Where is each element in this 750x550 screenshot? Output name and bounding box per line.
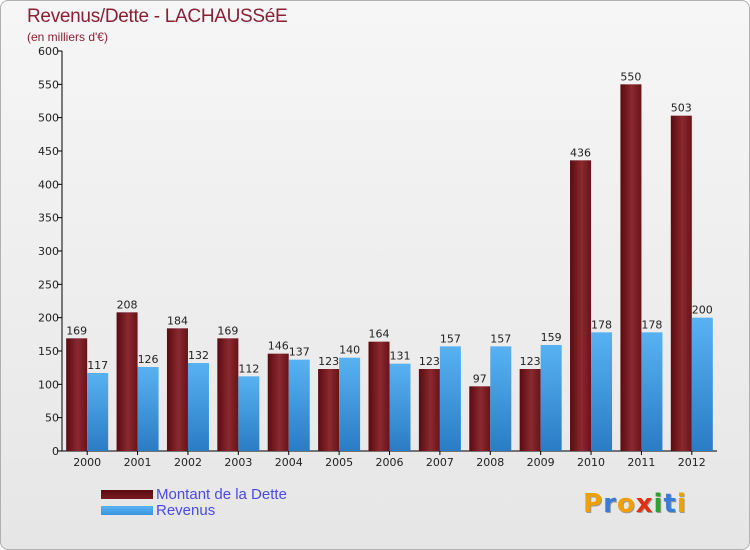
x-tick-label: 2006 [376,456,404,469]
value-label-revenue: 140 [339,344,360,357]
logo-letter: P [583,489,604,519]
bar-debt [519,369,541,451]
bar-debt [66,338,88,451]
x-tick-label: 2007 [426,456,454,469]
y-tick-label: 150 [38,345,59,358]
bar-revenue [238,376,260,451]
logo-letter: i [653,489,664,519]
value-label-revenue: 132 [188,349,209,362]
bar-debt [116,312,138,451]
bar-revenue [288,359,310,451]
x-tick-label: 2009 [527,456,555,469]
value-label-revenue: 178 [641,318,662,331]
bar-debt [670,115,692,452]
value-label-debt: 123 [318,355,339,368]
x-tick-label: 2003 [224,456,252,469]
x-tick-label: 2005 [325,456,353,469]
x-tick-label: 2002 [174,456,202,469]
value-label-revenue: 112 [238,362,259,375]
value-label-revenue: 178 [591,318,612,331]
bar-chart: 0 50 100 150 200 250 300 350 400 450 500 550 600 2000… [38,45,717,469]
y-tick-label: 550 [38,78,59,91]
legend-label-revenue: Revenus [156,502,216,519]
bar-revenue [87,373,109,451]
value-label-debt: 123 [419,355,440,368]
value-label-debt: 97 [473,372,487,385]
bar-revenue [540,345,562,451]
bar-revenue [591,332,613,451]
bar-debt [418,369,440,451]
bar-revenue [691,317,713,451]
bar-revenue [439,346,461,451]
x-tick-label: 2012 [678,456,706,469]
value-label-debt: 184 [167,314,188,327]
x-tick-label: 2000 [73,456,101,469]
y-tick-label: 350 [38,212,59,225]
value-label-debt: 146 [268,340,289,353]
value-label-revenue: 117 [87,359,108,372]
bar-debt [368,341,390,451]
y-tick-label: 450 [38,145,59,158]
logo-letter: i [676,489,687,519]
chart-title: Revenus/Dette - LACHAUSSéE [27,6,288,27]
value-label-revenue: 137 [289,346,310,359]
legend-swatch-revenue [101,506,153,515]
y-tick-label: 300 [38,245,59,258]
bar-revenue [187,363,209,451]
bar-revenue [641,332,663,451]
bar-revenue [490,346,512,451]
bar-debt [570,160,592,452]
bar-revenue [137,367,159,451]
y-tick-label: 600 [38,45,59,58]
value-label-revenue: 131 [390,350,411,363]
bar-debt [469,386,491,451]
y-tick-label: 400 [38,178,59,191]
x-tick-label: 2001 [124,456,152,469]
x-tick-label: 2011 [627,456,655,469]
logo-letter: x [635,489,654,519]
x-tick-label: 2004 [275,456,303,469]
bar-debt [217,338,239,451]
bar-revenue [339,357,361,451]
value-label-revenue: 159 [541,331,562,344]
bar-debt [267,353,289,451]
value-label-debt: 169 [66,324,87,337]
logo-letter: t [663,489,677,519]
bar-debt [166,328,188,451]
bar-debt [318,369,340,451]
logo-letter: o [616,489,636,519]
value-label-debt: 208 [117,298,138,311]
logo-letter: r [603,489,617,519]
y-tick-label: 250 [38,278,59,291]
chart-subtitle: (en milliers d'€) [27,30,108,44]
legend-swatch-debt [101,490,153,499]
y-tick-label: 50 [45,412,59,425]
value-label-debt: 164 [369,328,390,341]
bar-debt [620,84,642,451]
proxiti-logo: Proxiti [583,489,687,519]
value-label-debt: 436 [570,146,591,159]
value-label-debt: 169 [217,324,238,337]
y-tick-label: 0 [52,445,59,458]
value-label-debt: 550 [620,70,641,83]
legend-label-debt: Montant de la Dette [156,486,287,503]
y-tick-label: 200 [38,312,59,325]
value-label-revenue: 157 [490,332,511,345]
value-label-revenue: 157 [440,332,461,345]
x-tick-label: 2008 [476,456,504,469]
value-label-debt: 503 [671,102,692,115]
value-label-debt: 123 [520,355,541,368]
y-tick-label: 100 [38,378,59,391]
x-tick-label: 2010 [577,456,605,469]
y-tick-label: 500 [38,112,59,125]
value-label-revenue: 126 [138,353,159,366]
bar-revenue [389,363,411,451]
value-label-revenue: 200 [692,304,713,317]
